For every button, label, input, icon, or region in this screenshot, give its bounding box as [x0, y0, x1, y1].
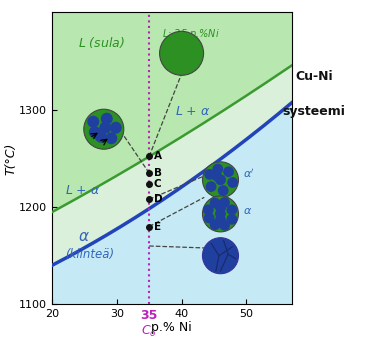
Ellipse shape [110, 122, 122, 134]
Ellipse shape [219, 197, 230, 208]
Ellipse shape [210, 219, 221, 230]
Ellipse shape [223, 166, 234, 177]
Text: $C_o$: $C_o$ [141, 324, 157, 339]
Ellipse shape [206, 181, 216, 192]
Text: 35: 35 [141, 309, 158, 322]
Text: Cu-Ni: Cu-Ni [295, 70, 333, 83]
Ellipse shape [211, 170, 222, 181]
Text: (kiinteä): (kiinteä) [65, 248, 114, 261]
Ellipse shape [210, 198, 221, 208]
Ellipse shape [203, 238, 239, 274]
Ellipse shape [101, 113, 113, 125]
Polygon shape [52, 13, 292, 212]
Ellipse shape [99, 122, 111, 134]
Text: D: D [154, 194, 162, 204]
Ellipse shape [95, 131, 107, 143]
Text: E: E [154, 222, 161, 231]
Text: $\alpha'$: $\alpha'$ [243, 167, 255, 180]
Ellipse shape [215, 208, 226, 219]
Ellipse shape [215, 174, 226, 185]
Ellipse shape [160, 31, 204, 75]
Ellipse shape [226, 205, 237, 215]
Polygon shape [52, 103, 292, 304]
Ellipse shape [227, 177, 238, 188]
Text: $L$ + $\alpha$: $L$ + $\alpha$ [65, 184, 100, 198]
Ellipse shape [105, 132, 117, 144]
Ellipse shape [203, 162, 239, 198]
Ellipse shape [215, 214, 226, 225]
Ellipse shape [204, 169, 215, 180]
Text: $L$: 35 p.%Ni: $L$: 35 p.%Ni [162, 27, 220, 41]
Text: C: C [154, 179, 161, 189]
Ellipse shape [89, 126, 101, 138]
Ellipse shape [226, 214, 237, 225]
Ellipse shape [213, 164, 223, 174]
Ellipse shape [218, 185, 229, 196]
Text: B: B [154, 168, 162, 178]
X-axis label: p.% Ni: p.% Ni [152, 321, 192, 334]
Text: $L$ (sula): $L$ (sula) [78, 35, 125, 50]
Text: systeemi: systeemi [283, 105, 345, 118]
Ellipse shape [204, 213, 214, 223]
Text: $\alpha$: $\alpha$ [243, 206, 252, 216]
Ellipse shape [84, 109, 124, 149]
Ellipse shape [215, 202, 226, 213]
Text: $L$ + $\alpha$: $L$ + $\alpha$ [175, 105, 211, 118]
Ellipse shape [203, 205, 214, 215]
Y-axis label: T(°C): T(°C) [5, 142, 18, 174]
Text: A: A [154, 151, 162, 162]
Text: $\alpha$: $\alpha$ [78, 229, 90, 244]
Ellipse shape [87, 116, 99, 128]
Ellipse shape [203, 196, 239, 232]
Ellipse shape [219, 220, 230, 231]
Polygon shape [52, 65, 292, 265]
